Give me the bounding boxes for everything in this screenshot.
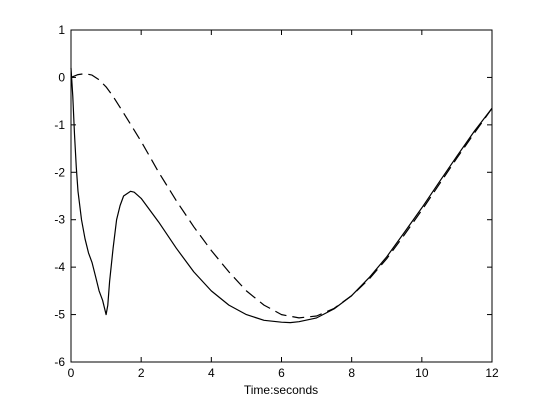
y-tick-label: -3 — [54, 213, 65, 227]
plot-area — [70, 29, 493, 363]
x-tick-label: 2 — [138, 366, 145, 380]
x-tick-label: 4 — [208, 366, 215, 380]
y-tick-label: 1 — [58, 23, 65, 37]
x-tick-label: 8 — [348, 366, 355, 380]
solid-series-line — [70, 67, 493, 324]
series-group — [70, 67, 493, 324]
x-axis-label: Time:seconds — [244, 383, 318, 397]
x-tick-label: 0 — [68, 366, 75, 380]
y-tick-label: -1 — [54, 118, 65, 132]
y-tick-label: -5 — [54, 308, 65, 322]
x-tick-label: 6 — [278, 366, 285, 380]
y-tick-label: 0 — [58, 70, 65, 84]
y-tick-label: -6 — [54, 355, 65, 369]
x-tick-label: 10 — [415, 366, 429, 380]
x-tick-label: 12 — [485, 366, 499, 380]
y-tick-label: -2 — [54, 165, 65, 179]
dashed-series-line — [70, 72, 493, 319]
y-tick-label: -4 — [54, 260, 65, 274]
